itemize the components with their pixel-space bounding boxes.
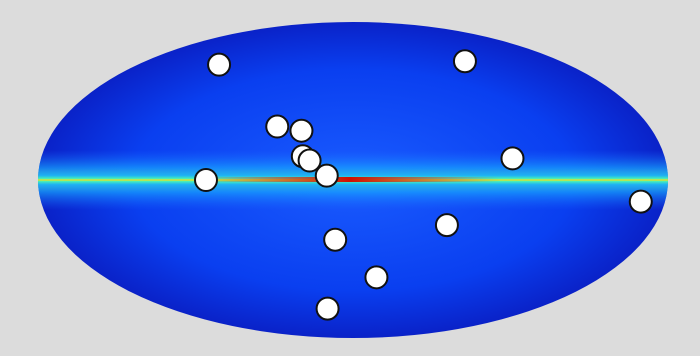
source-marker <box>324 229 346 251</box>
source-marker <box>317 298 339 320</box>
source-marker <box>266 116 288 138</box>
galactic-plane <box>30 150 680 210</box>
source-marker <box>365 266 387 288</box>
source-marker <box>630 191 652 213</box>
sky-map <box>0 0 700 356</box>
plane-core <box>200 177 500 182</box>
source-marker <box>299 150 321 172</box>
page: {"map": {"projection": "mollweide", "lon… <box>0 0 700 356</box>
source-marker <box>501 147 523 169</box>
source-marker <box>195 169 217 191</box>
source-marker <box>436 214 458 236</box>
source-marker <box>454 50 476 72</box>
source-marker <box>316 165 338 187</box>
source-marker <box>208 54 230 76</box>
source-marker <box>290 120 312 142</box>
